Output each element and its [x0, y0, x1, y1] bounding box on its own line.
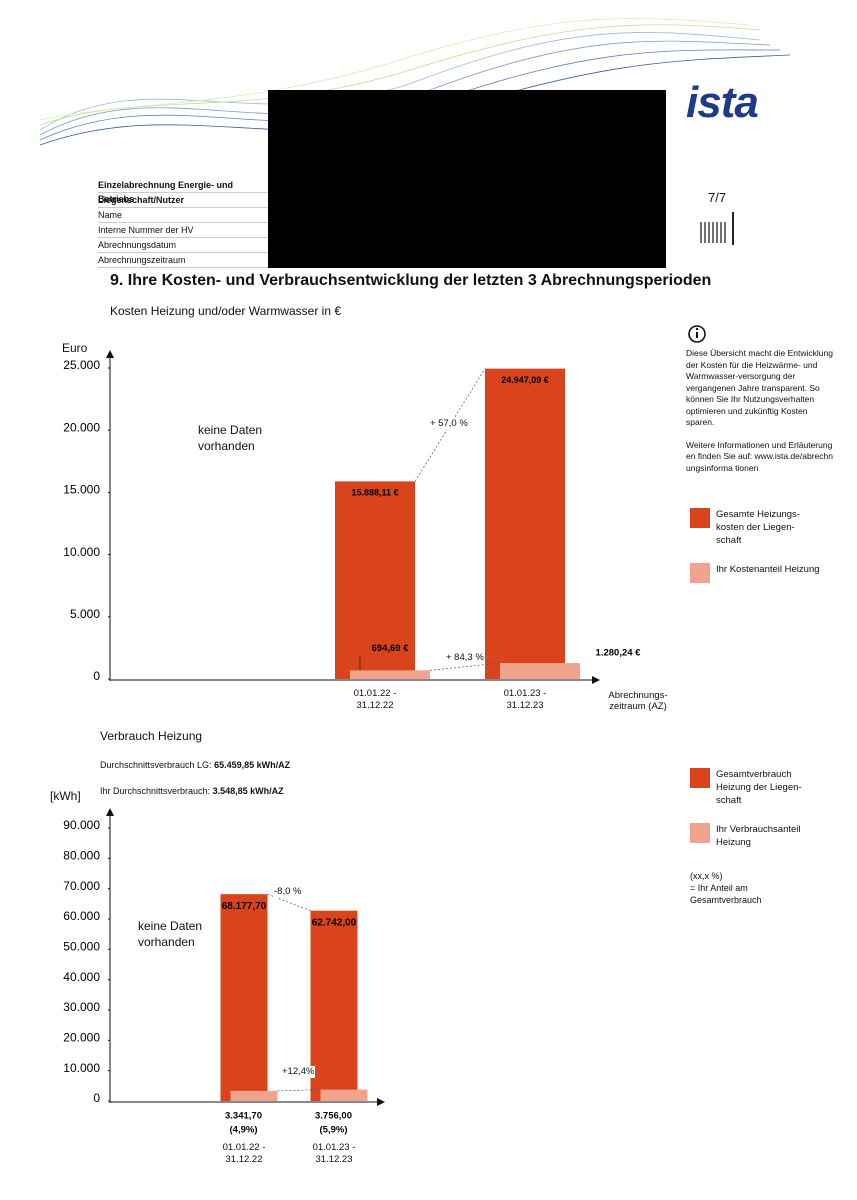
y-tick-label: 0 — [93, 669, 100, 683]
y-tick-label: 50.000 — [63, 940, 100, 954]
legend-swatch — [690, 508, 710, 528]
share-label: (5,9%) — [320, 1125, 348, 1136]
annotation: keine Daten vorhanden — [198, 423, 263, 453]
bar — [500, 663, 580, 679]
value-label: 68.177,70 — [222, 901, 267, 912]
value: 65.459,85 kWh/AZ — [214, 760, 291, 770]
y-tick-label: 80.000 — [63, 849, 100, 863]
header-row: Interne Nummer der HV — [98, 223, 268, 238]
legend-swatch — [690, 768, 710, 788]
x-axis-arrow — [377, 1098, 385, 1106]
y-tick-label: 30.000 — [63, 1000, 100, 1014]
value-label: 1.280,24 € — [596, 648, 642, 659]
y-tick-label: 20.000 — [63, 1031, 100, 1045]
y-tick-label: 10.000 — [63, 545, 100, 559]
consumption-lines: Durchschnittsverbrauch LG: 65.459,85 kWh… — [100, 746, 290, 798]
annotation: -8,0 % — [274, 886, 302, 898]
info-icon — [688, 325, 706, 343]
redaction — [268, 90, 666, 268]
y-axis-label: Euro — [62, 341, 88, 355]
legend-label: Gesamtverbrauch Heizung der Liegen- scha… — [716, 769, 802, 806]
barcode — [700, 212, 734, 245]
share-label: (4,9%) — [230, 1125, 258, 1136]
x-tick-label: 01.01.23 - 31.12.23 — [312, 1142, 356, 1165]
label: Durchschnittsverbrauch LG: — [100, 760, 212, 770]
section-title: 9. Ihre Kosten- und Verbrauchsentwicklun… — [110, 272, 712, 289]
info-text: Weitere Informationen und Erläuterungen … — [686, 439, 833, 473]
value-label: 3.341,70 — [225, 1111, 262, 1122]
y-axis-label: [kWh] — [50, 789, 81, 803]
chart-title: Kosten Heizung und/oder Warmwasser in € — [110, 304, 341, 318]
value: 3.548,85 kWh/AZ — [212, 786, 284, 796]
consumption-title: Verbrauch Heizung — [100, 729, 203, 743]
header-row: Abrechnungszeitraum — [98, 253, 268, 268]
value-label: 3.756,00 — [315, 1111, 352, 1122]
x-tick-label: 01.01.22 - 31.12.22 — [353, 688, 397, 711]
logo: ista — [686, 78, 759, 127]
y-tick-label: 10.000 — [63, 1061, 100, 1075]
annotation: + 84,3 % — [446, 652, 484, 664]
y-tick-label: 25.000 — [63, 358, 100, 372]
value-label: 62.742,00 — [312, 917, 357, 928]
x-axis-arrow — [592, 676, 600, 684]
annotation: + 57,0 % — [430, 418, 468, 430]
header-row: Name — [98, 208, 268, 223]
value-label: 24.947,09 € — [501, 375, 549, 385]
x-tick-label: 01.01.23 - 31.12.23 — [503, 688, 547, 711]
legend-swatch — [690, 823, 710, 843]
info-box: Diese Übersicht macht die Entwicklung de… — [686, 348, 836, 474]
y-tick-label: 0 — [93, 1091, 100, 1105]
legend-label: Ihr Kostenanteil Heizung — [716, 564, 820, 575]
bar — [320, 1089, 368, 1101]
y-tick-label: 20.000 — [63, 420, 100, 434]
y-tick-label: 60.000 — [63, 909, 100, 923]
info-text: Diese Übersicht macht die Entwicklung de… — [686, 348, 833, 427]
connector — [277, 1089, 321, 1092]
bar — [350, 670, 430, 679]
bar — [310, 910, 358, 1101]
bar — [485, 368, 565, 679]
header-row: Abrechnungsdatum — [98, 238, 268, 253]
annotation: keine Daten vorhanden — [138, 919, 203, 949]
legend-swatch — [690, 563, 710, 583]
annotation: +12,4% — [282, 1066, 315, 1078]
bar — [220, 894, 268, 1101]
header-row: Liegenschaft/Nutzer — [98, 193, 268, 208]
y-tick-label: 15.000 — [63, 483, 100, 497]
y-tick-label: 40.000 — [63, 970, 100, 984]
value-label: 15.888,11 € — [351, 488, 398, 498]
y-axis-arrow — [106, 808, 114, 816]
bar — [230, 1090, 278, 1101]
value-label: 694,69 € — [372, 643, 410, 654]
page-number: 7/7 — [708, 190, 727, 205]
label: Ihr Durchschnittsverbrauch: — [100, 786, 211, 796]
x-tick-label: 01.01.22 - 31.12.22 — [222, 1142, 266, 1165]
bar — [335, 481, 415, 679]
y-tick-label: 90.000 — [63, 818, 100, 832]
y-axis-arrow — [106, 350, 114, 358]
x-axis-label: Abrechnungs- zeitraum (AZ) — [608, 690, 668, 712]
legend-label: Ihr Verbrauchsanteil Heizung — [716, 824, 801, 848]
header-row: Einzelabrechnung Energie- und Betriebs — [98, 178, 268, 204]
note: (xx,x %) = Ihr Anteil am Gesamtverbrauch — [690, 871, 762, 905]
y-tick-label: 5.000 — [70, 607, 100, 621]
y-tick-label: 70.000 — [63, 879, 100, 893]
legend-label: Gesamte Heizungs- kosten der Liegen- sch… — [716, 509, 800, 546]
